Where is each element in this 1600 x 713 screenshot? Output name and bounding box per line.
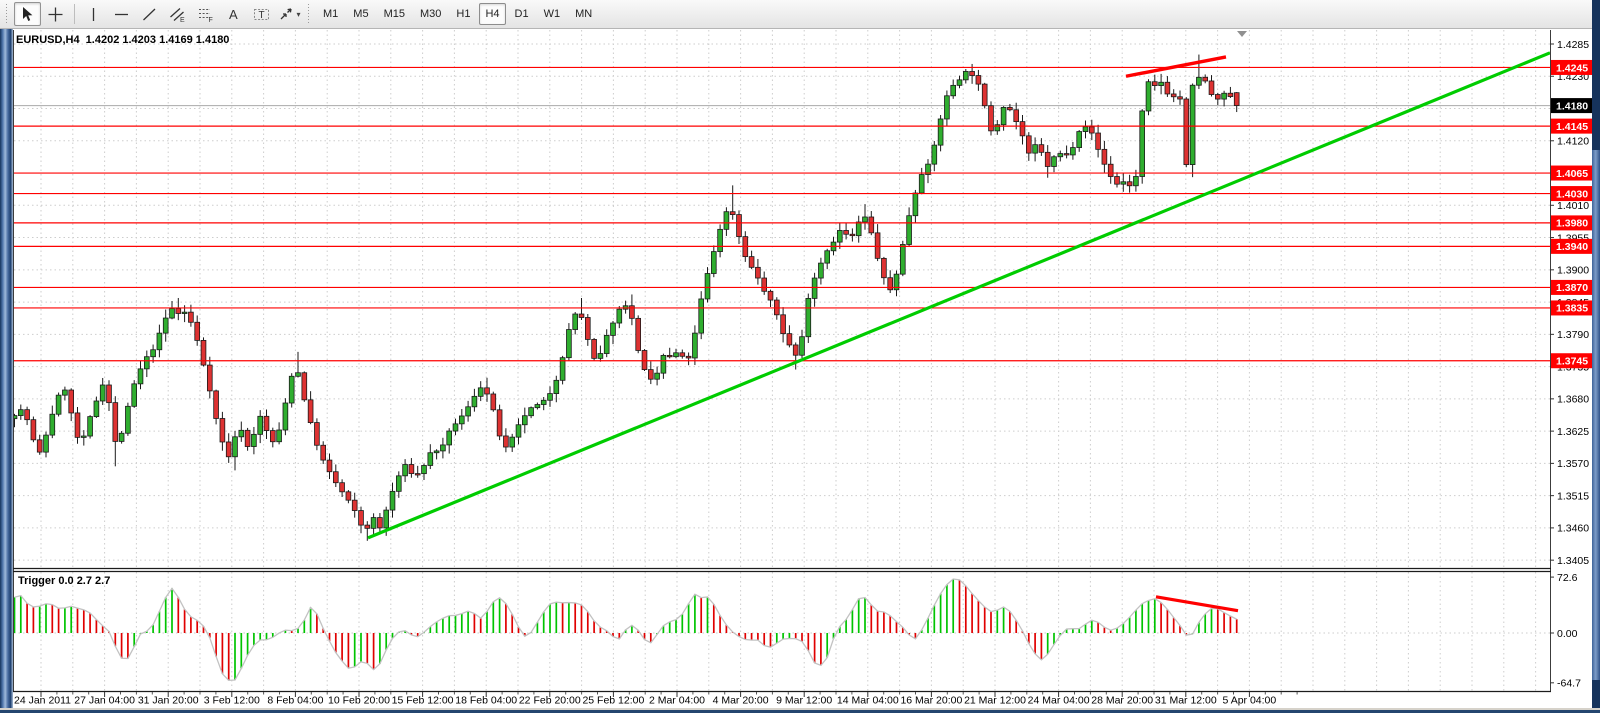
time-tick-label: 24 Jan 2011: [14, 695, 71, 707]
indicator-scale-label: 0.00: [1557, 628, 1578, 640]
price-tick-label: 1.3405: [1557, 555, 1589, 567]
trigger-indicator-histogram: [13, 578, 1239, 682]
level-price-label: 1.3835: [1556, 303, 1588, 315]
cursor-icon: [23, 6, 33, 21]
price-tick-label: 1.3680: [1557, 394, 1589, 406]
time-tick-label: 21 Mar 12:00: [964, 695, 1026, 707]
svg-text:T: T: [259, 10, 265, 21]
horizontal-line-icon: [115, 13, 128, 15]
level-price-label: 1.3870: [1556, 282, 1588, 294]
indicator-title: Trigger 0.0 2.7 2.7: [18, 575, 110, 587]
time-tick-label: 3 Feb 12:00: [204, 695, 260, 707]
timeframe-m30-button[interactable]: M30: [414, 3, 447, 25]
time-axis[interactable]: 24 Jan 2011 27 Jan 04:00 31 Jan 20:00 3 Feb…: [14, 692, 1298, 707]
timeframe-w1-button[interactable]: W1: [538, 3, 567, 25]
level-price-label: 1.4030: [1556, 188, 1588, 200]
vertical-scrollbar-thumb[interactable]: [1592, 150, 1600, 680]
text-label-icon: T: [254, 8, 269, 21]
tool-crosshair-button[interactable]: [42, 2, 69, 26]
time-tick-label: 18 Feb 04:00: [455, 695, 517, 707]
price-tick-label: 1.4285: [1557, 39, 1589, 51]
time-tick-label: 9 Mar 12:00: [776, 695, 832, 707]
price-tick-label: 1.3570: [1557, 458, 1589, 470]
window-left-border: [0, 29, 13, 708]
level-price-label: 1.3980: [1556, 218, 1588, 230]
panel-borders: [13, 30, 1551, 693]
time-tick-label: 28 Mar 20:00: [1091, 695, 1153, 707]
time-tick-label: 5 Apr 04:00: [1223, 695, 1277, 707]
price-tick-label: 1.3900: [1557, 265, 1589, 277]
chevron-down-icon: ▾: [296, 9, 301, 19]
price-tick-label: 1.4120: [1557, 136, 1589, 148]
time-tick-label: 16 Mar 20:00: [900, 695, 962, 707]
timeframe-m5-button[interactable]: M5: [347, 3, 374, 25]
tool-text-button[interactable]: A: [220, 2, 247, 26]
timeframe-d1-button[interactable]: D1: [509, 3, 535, 25]
time-tick-label: 24 Mar 04:00: [1028, 695, 1090, 707]
timeframe-mn-button[interactable]: MN: [569, 3, 598, 25]
text-icon: A: [229, 7, 238, 22]
tool-vertical-line-button[interactable]: [80, 2, 107, 26]
current-price-label: 1.4180: [1556, 100, 1588, 112]
tool-trendline-button[interactable]: [136, 2, 163, 26]
time-tick-label: 8 Feb 04:00: [267, 695, 323, 707]
toolbar-grip: [5, 4, 10, 24]
price-tick-label: 1.3515: [1557, 490, 1589, 502]
timeframe-m15-button[interactable]: M15: [378, 3, 411, 25]
time-tick-label: 31 Jan 20:00: [138, 695, 199, 707]
indicator-scale-label: 72.6: [1557, 572, 1578, 584]
svg-text:E: E: [180, 17, 185, 23]
svg-text:A: A: [229, 7, 238, 22]
tool-cursor-button[interactable]: [14, 2, 41, 26]
time-tick-label: 4 Mar 20:00: [713, 695, 769, 707]
price-tick-label: 1.3460: [1557, 523, 1589, 535]
tool-arrows-button[interactable]: ▾: [276, 2, 303, 26]
equidistant-channel-icon: E: [170, 7, 185, 23]
timeframe-h4-button[interactable]: H4: [479, 3, 506, 25]
timeframe-m1-button[interactable]: M1: [317, 3, 344, 25]
time-tick-label: 10 Feb 20:00: [328, 695, 390, 707]
support-resistance-lines[interactable]: [14, 66, 1550, 362]
indicator-scale-label: -64.7: [1557, 678, 1581, 690]
crosshair-icon: [48, 7, 63, 21]
toolbar: E F A T ▾ M1 M5 M15 M30 H1 H4 D1 W1 MN: [0, 0, 1592, 29]
time-tick-label: 31 Mar 12:00: [1155, 695, 1217, 707]
price-tick-label: 1.3625: [1557, 426, 1589, 438]
level-price-label: 1.4245: [1556, 62, 1588, 74]
toolbar-separator: [74, 4, 75, 24]
time-tick-label: 25 Feb 12:00: [582, 695, 644, 707]
arrows-icon: [281, 7, 293, 19]
trendline-icon: [143, 8, 156, 20]
toolbar-grip: [307, 4, 312, 24]
window-bottom-border: [0, 708, 1600, 713]
price-tick-label: 1.4010: [1557, 200, 1589, 212]
grid-layer: [14, 30, 1550, 691]
svg-text:F: F: [209, 17, 213, 23]
price-axis[interactable]: 1.42851.42301.41201.40101.39551.39001.38…: [1550, 39, 1592, 690]
time-tick-label: 27 Jan 04:00: [74, 695, 135, 707]
level-price-label: 1.4065: [1556, 168, 1588, 180]
time-tick-label: 15 Feb 12:00: [392, 695, 454, 707]
chart-shift-marker-icon[interactable]: [1237, 31, 1247, 37]
trendlines[interactable]: [367, 51, 1551, 540]
timeframe-h1-button[interactable]: H1: [450, 3, 476, 25]
fibonacci-retracement-icon: F: [199, 8, 213, 23]
price-tick-label: 1.3790: [1557, 329, 1589, 341]
tool-equidistant-channel-button[interactable]: E: [164, 2, 191, 26]
tool-fibonacci-retracement-button[interactable]: F: [192, 2, 219, 26]
tool-horizontal-line-button[interactable]: [108, 2, 135, 26]
time-tick-label: 14 Mar 04:00: [837, 695, 899, 707]
level-price-label: 1.3745: [1556, 356, 1588, 368]
symbol-ohlc-title: EURUSD,H4 1.4202 1.4203 1.4169 1.4180: [16, 34, 229, 46]
level-price-label: 1.3940: [1556, 241, 1588, 253]
time-tick-label: 2 Mar 04:00: [649, 695, 705, 707]
time-tick-label: 22 Feb 20:00: [519, 695, 581, 707]
tool-text-label-button[interactable]: T: [248, 2, 275, 26]
level-price-label: 1.4145: [1556, 121, 1588, 133]
vertical-line-icon: [92, 7, 95, 21]
